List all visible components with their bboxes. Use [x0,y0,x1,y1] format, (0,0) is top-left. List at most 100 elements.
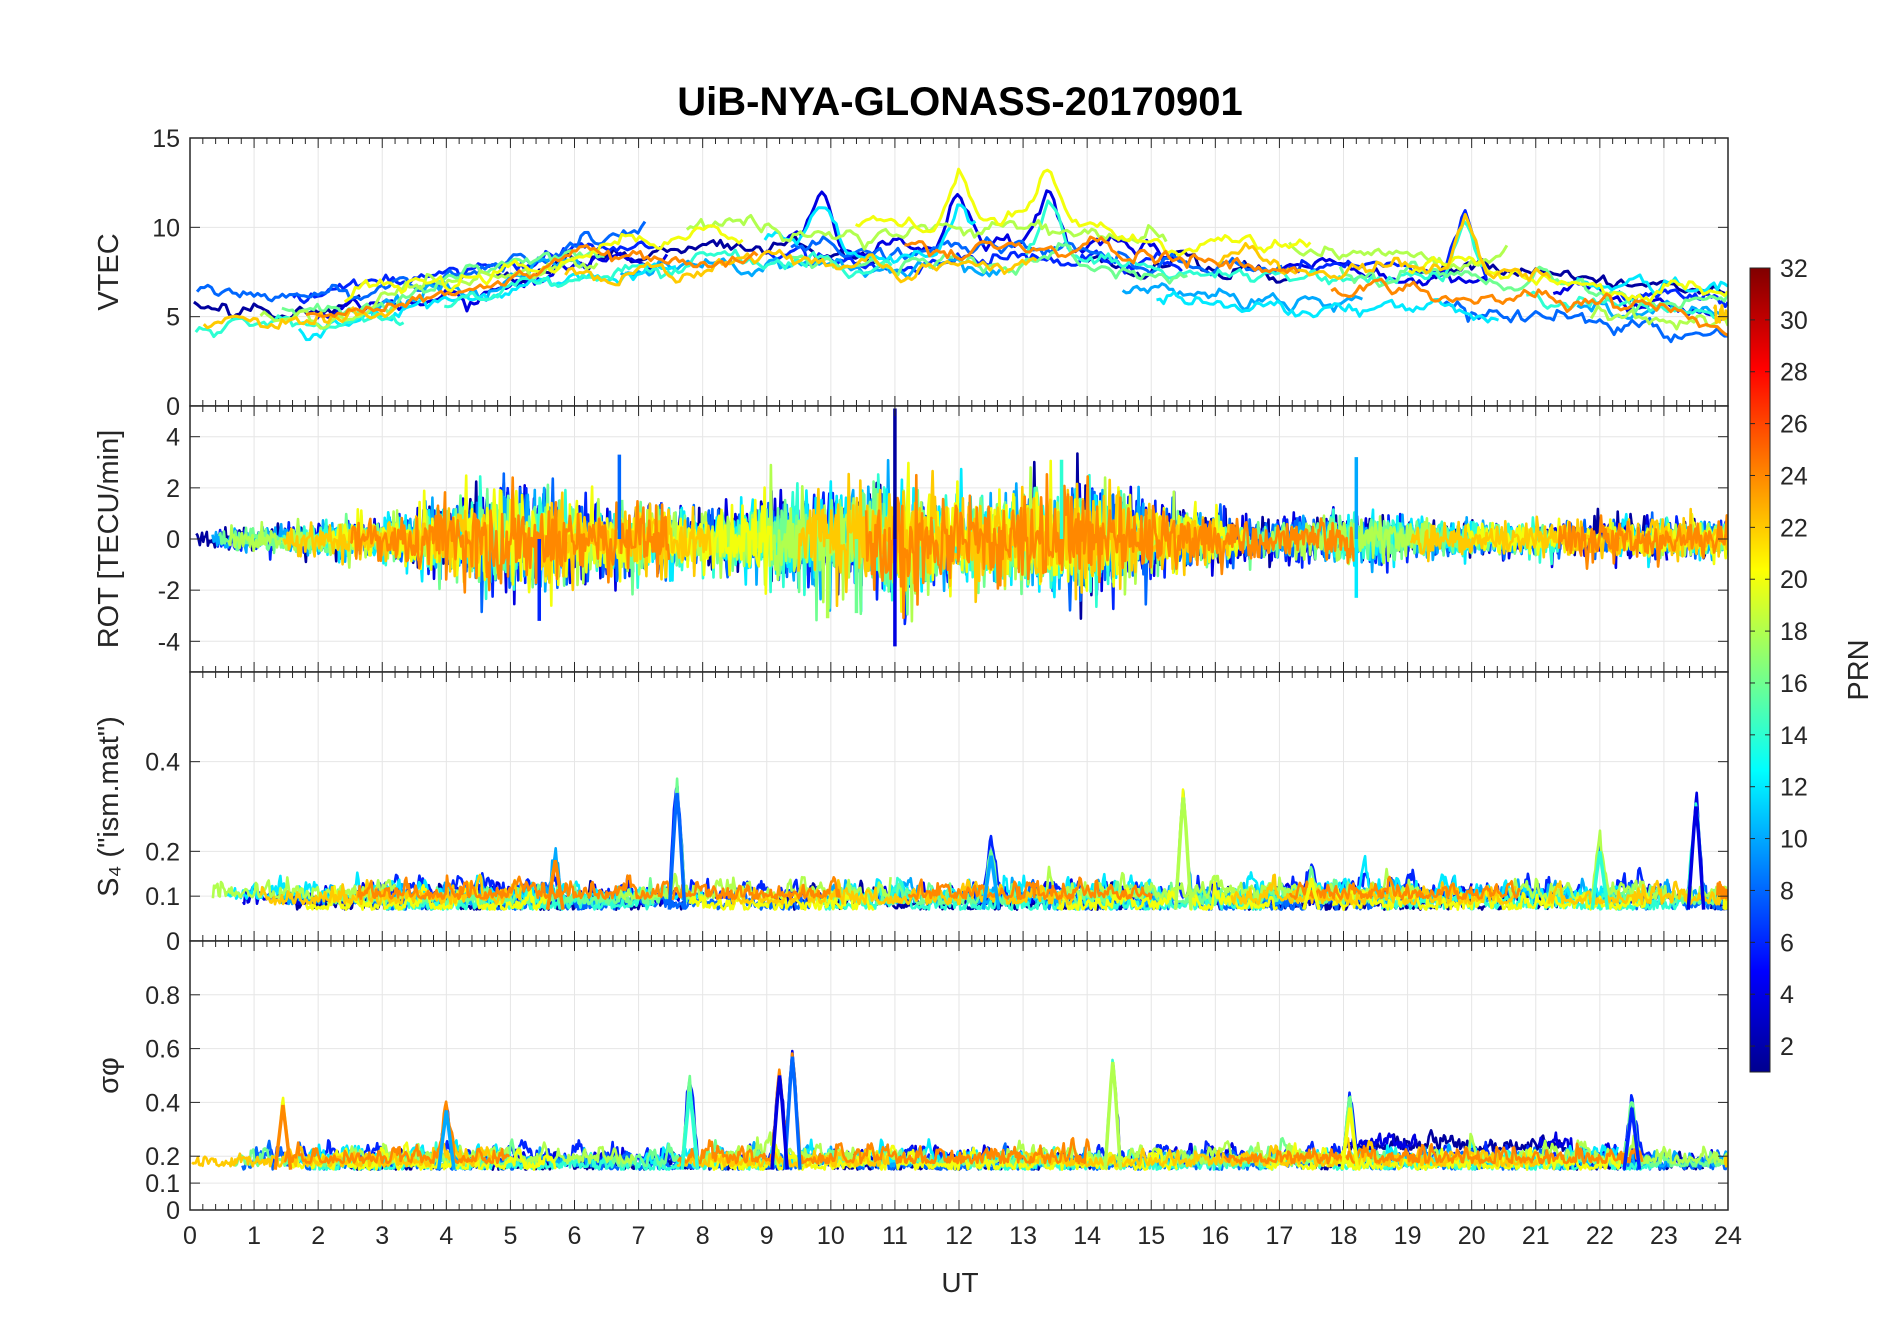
colorbar-tick-label: 14 [1780,722,1808,750]
y-axis-label-s4: S₄ ("ism.mat") [93,716,125,897]
colorbar-tick-label: 4 [1780,981,1794,1009]
x-axis: 0 1 2 3 4 5 6 7 8 9 10 11 12 13 14 15 16 17 18 19 20 21 22 23 24 [183,1222,1742,1250]
colorbar-tick-label: 30 [1780,307,1808,335]
series-line-prn-18-pass-1 [259,256,599,330]
x-tick-label: 12 [945,1222,973,1250]
panel-sigma_phi: 00.10.2 0.4 0.6 0.8 σφ [93,940,1729,1225]
y-tick-label: 0 [166,1197,180,1225]
x-tick-label: 3 [375,1222,389,1250]
x-tick-label: 14 [1073,1222,1101,1250]
y-tick-label: 10 [152,214,180,242]
colorbar-tick-label: 8 [1780,877,1794,905]
x-tick-label: 13 [1009,1222,1037,1250]
colorbar-tick-label: 2 [1780,1033,1794,1061]
series-line-prn-24-pass-3 [1330,277,1728,337]
x-tick-label: 5 [503,1222,517,1250]
series-line-prn-24-pass-3 [1557,514,1728,571]
x-tick-label: 9 [760,1222,774,1250]
series-line-prn-18-pass-3 [1288,241,1509,272]
series-line-prn-20-pass-3 [1407,255,1728,304]
peak-mark [667,792,687,910]
series-line-prn-24-pass-2 [907,876,1153,901]
colorbar-tick-label: 20 [1780,566,1808,594]
y-tick-label: 0.4 [145,749,180,777]
x-tick-label: 2 [311,1222,325,1250]
peak-mark [680,1091,700,1170]
y-tick-label: 0.1 [145,1170,180,1198]
series-line-prn-18-pass-2 [685,214,1168,251]
series-line-prn-10-pass-4 [1576,299,1728,320]
peak-mark [770,1075,790,1170]
series-line-prn-14-pass-3 [1025,199,1484,286]
colorbar-tick-label: 22 [1780,514,1808,542]
x-tick-label: 7 [632,1222,646,1250]
series-line-prn-24-pass-3 [1288,875,1522,901]
peak-mark [545,860,565,910]
panel-s4: 0 0.1 0.2 0.4 S₄ ("ism.mat") [93,671,1729,956]
peak-mark [1622,1107,1642,1170]
series-line-prn-14-pass-2 [444,248,893,309]
series-line-prn-8-pass-3 [1442,300,1728,344]
series-line-prn-10-pass-3 [1121,282,1363,314]
colorbar-tick-label: 12 [1780,774,1808,802]
colorbar-tick-label: 16 [1780,670,1808,698]
peak-mark [782,1056,802,1170]
series-line-prn-18-pass-1 [211,876,404,900]
series-line-prn-24-pass-2 [676,1052,1091,1165]
peak-mark [1686,806,1706,910]
x-tick-label: 8 [696,1222,710,1250]
series-line-prn-22-pass-2 [564,248,1038,287]
peak-mark [1340,1107,1360,1170]
panel-vtec: 0 5 10 15 VTEC [93,125,1729,421]
peak-mark [1590,851,1610,910]
series-line-prn-12-pass-2 [763,203,977,264]
x-tick-label: 19 [1394,1222,1422,1250]
series-line-prn-24-pass-1 [283,1100,511,1165]
colorbar-tick-label: 26 [1780,411,1808,439]
series-line-prn-24-pass-2 [864,472,1357,620]
x-tick-label: 10 [817,1222,845,1250]
chart-title: UiB-NYA-GLONASS-20170901 [677,80,1242,124]
x-tick-label: 16 [1201,1222,1229,1250]
y-tick-label: 5 [166,304,180,332]
y-tick-label: 0.6 [145,1036,180,1064]
y-axis-label-rot: ROT [TECU/min] [93,430,125,649]
peak-mark [1302,877,1321,911]
y-tick-label: 0.4 [145,1089,180,1117]
x-tick-label: 23 [1650,1222,1678,1250]
peak-mark [436,1110,456,1170]
series-line-prn-20-pass-3 [1056,788,1279,911]
y-tick-label: 2 [166,475,180,503]
colorbar-tick-label: 32 [1780,255,1808,283]
series-line-prn-2-pass-4 [1413,258,1728,296]
series-line-prn-24-pass-1 [357,874,841,901]
y-axis-label-vtec: VTEC [93,233,125,310]
y-axis-label-sigma_phi: σφ [93,1057,125,1094]
colorbar-tick-label: 6 [1780,929,1794,957]
y-tick-label: 15 [152,125,180,153]
x-tick-label: 11 [882,1222,908,1250]
x-tick-label: 22 [1586,1222,1614,1250]
panel-rot: -4 -2 0 2 4 ROT [TECU/min] [93,405,1729,673]
x-tick-label: 21 [1522,1222,1550,1250]
colorbar-tick-label: 10 [1780,826,1808,854]
series-line-prn-12-pass-3 [1156,290,1500,324]
colorbar-tick-label: 28 [1780,359,1808,387]
series-line-prn-24-pass-3 [1223,1142,1644,1165]
series-line-prn-20-pass-4 [1331,887,1651,911]
peak-mark [1103,1061,1123,1170]
colorbar-label: PRN [1843,639,1875,700]
series-line-prn-22-pass-1 [202,302,408,330]
y-tick-label: 0.8 [145,982,180,1010]
x-tick-label: 15 [1137,1222,1165,1250]
series-line-prn-18-pass-4 [1589,304,1728,331]
x-tick-label: 17 [1266,1222,1294,1250]
peak-mark [1173,797,1193,910]
peak-mark [273,1104,293,1170]
series-line-prn-20-pass-2 [855,167,1312,258]
x-axis-label: UT [941,1267,978,1298]
series-line-prn-22-pass-1 [259,873,525,906]
series-line-prn-22-pass-3 [1230,873,1517,906]
